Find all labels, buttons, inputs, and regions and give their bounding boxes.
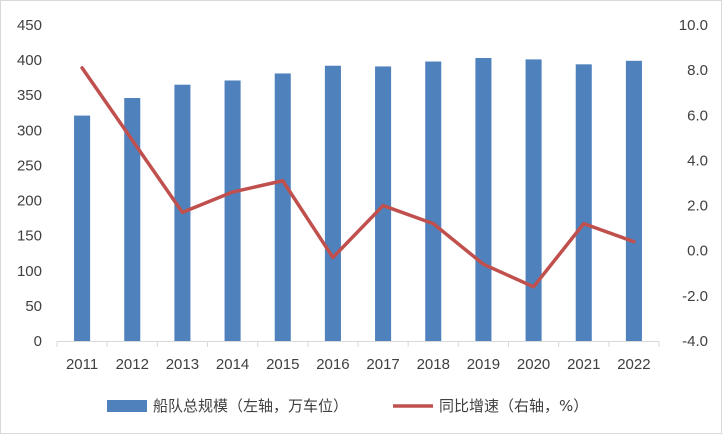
line-series (82, 68, 634, 287)
left-axis-tick-label: 250 (17, 157, 42, 174)
bar-2016 (325, 66, 341, 341)
bar-2020 (526, 59, 542, 341)
right-axis-tick-label: -2.0 (682, 288, 708, 305)
x-axis-label-2020: 2020 (517, 356, 550, 373)
bar-2014 (225, 80, 241, 341)
bar-2017 (375, 66, 391, 341)
bar-2011 (74, 116, 90, 341)
right-axis-tick-label: 10.0 (679, 17, 708, 34)
x-axis-label-2018: 2018 (417, 356, 450, 373)
x-axis-label-2013: 2013 (166, 356, 199, 373)
growth-rate-line (82, 68, 634, 287)
left-axis-tick-label: 200 (17, 193, 42, 210)
x-axis-label-2015: 2015 (266, 356, 299, 373)
left-axis-tick-label: 450 (17, 17, 42, 34)
x-axis-label-2011: 2011 (66, 356, 98, 373)
right-axis-tick-label: 2.0 (687, 198, 708, 215)
right-axis-tick-label: 4.0 (687, 152, 708, 169)
left-axis-tick-label: 300 (17, 122, 42, 139)
legend-bar-label: 船队总规模（左轴，万车位） (153, 397, 348, 415)
bar-2018 (425, 62, 441, 341)
right-axis-tick-label: 8.0 (687, 62, 708, 79)
right-axis-tick-label: -4.0 (682, 333, 708, 350)
bar-series (74, 58, 642, 341)
bar-2015 (275, 73, 291, 341)
x-axis-labels: 2011 2012 2013 2014 2015 2016 2017 2018 2019 2020… (66, 356, 651, 373)
left-axis-tick-label: 150 (17, 228, 42, 245)
bar-2022 (626, 61, 642, 341)
right-axis-tick-label: 6.0 (687, 107, 708, 124)
x-axis-label-2017: 2017 (366, 356, 399, 373)
left-axis-ticks: 0 50 100 150 200 250 300 350 400 450 (17, 17, 42, 350)
x-axis-label-2019: 2019 (467, 356, 500, 373)
left-axis-tick-label: 400 (17, 52, 42, 69)
left-axis-tick-label: 350 (17, 87, 42, 104)
bar-2019 (475, 58, 491, 341)
x-axis-label-2022: 2022 (617, 356, 650, 373)
legend-bar-swatch (107, 400, 147, 412)
legend-line-label: 同比增速（右轴，%） (439, 397, 588, 415)
left-axis-tick-label: 0 (34, 333, 42, 350)
legend: 船队总规模（左轴，万车位） 同比增速（右轴，%） (107, 397, 588, 415)
x-axis-label-2012: 2012 (116, 356, 149, 373)
bar-2021 (576, 64, 592, 341)
x-axis-label-2014: 2014 (216, 356, 249, 373)
x-axis-label-2021: 2021 (567, 356, 600, 373)
left-axis-tick-label: 50 (25, 298, 42, 315)
right-axis-tick-label: 0.0 (687, 243, 708, 260)
left-axis-tick-label: 100 (17, 263, 42, 280)
right-axis-ticks: -4.0 -2.0 0.0 2.0 4.0 6.0 8.0 10.0 (679, 17, 708, 350)
x-axis-label-2016: 2016 (316, 356, 349, 373)
